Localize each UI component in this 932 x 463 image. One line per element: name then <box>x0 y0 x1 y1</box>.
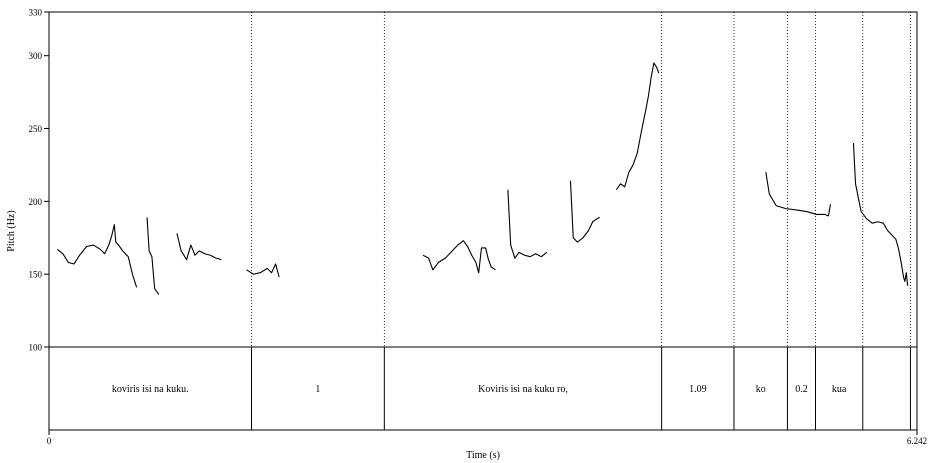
pitch-segment <box>176 233 222 261</box>
pitch-segment <box>765 172 832 217</box>
y-tick-label: 250 <box>29 124 43 134</box>
y-tick-label: 300 <box>29 51 43 61</box>
y-tick-label: 100 <box>29 343 43 353</box>
x-axis-label: Time (s) <box>466 450 500 461</box>
x-tick-label: 0 <box>47 436 52 446</box>
x-tick-label: 6.242 <box>907 436 927 446</box>
pitch-curves <box>57 62 909 295</box>
pitch-segment <box>422 240 496 274</box>
y-axis-label: Pitch (Hz) <box>6 210 17 251</box>
interval-boundaries <box>251 12 911 347</box>
interval-label: Koviris isi na kuku ro, <box>478 384 568 395</box>
pitch-area-border <box>48 11 918 348</box>
interval-label: koviris isi na kuku. <box>112 384 189 395</box>
interval-label: ko <box>756 384 766 395</box>
y-tick-label: 330 <box>29 8 43 18</box>
y-tick-label: 150 <box>29 270 43 280</box>
axes: 100 150 200 250 300 330 0 6.242 <box>29 8 928 447</box>
pitch-segment <box>615 62 660 191</box>
interval-label: kua <box>832 384 847 395</box>
pitch-segment <box>569 180 600 243</box>
textgrid-tier: koviris isi na kuku. 1 Koviris isi na kuku… <box>112 347 911 430</box>
pitch-segment <box>146 217 160 295</box>
interval-label: 1 <box>315 384 320 395</box>
interval-label: 0.2 <box>795 384 808 395</box>
pitch-segment <box>246 263 280 278</box>
pitch-segment <box>57 224 138 288</box>
interval-label: 1.09 <box>689 384 707 395</box>
tier-area-border <box>48 346 918 431</box>
pitch-segment <box>507 189 548 259</box>
pitch-plot-frame <box>48 11 918 431</box>
pitch-segment <box>852 143 909 286</box>
y-tick-label: 200 <box>29 197 43 207</box>
